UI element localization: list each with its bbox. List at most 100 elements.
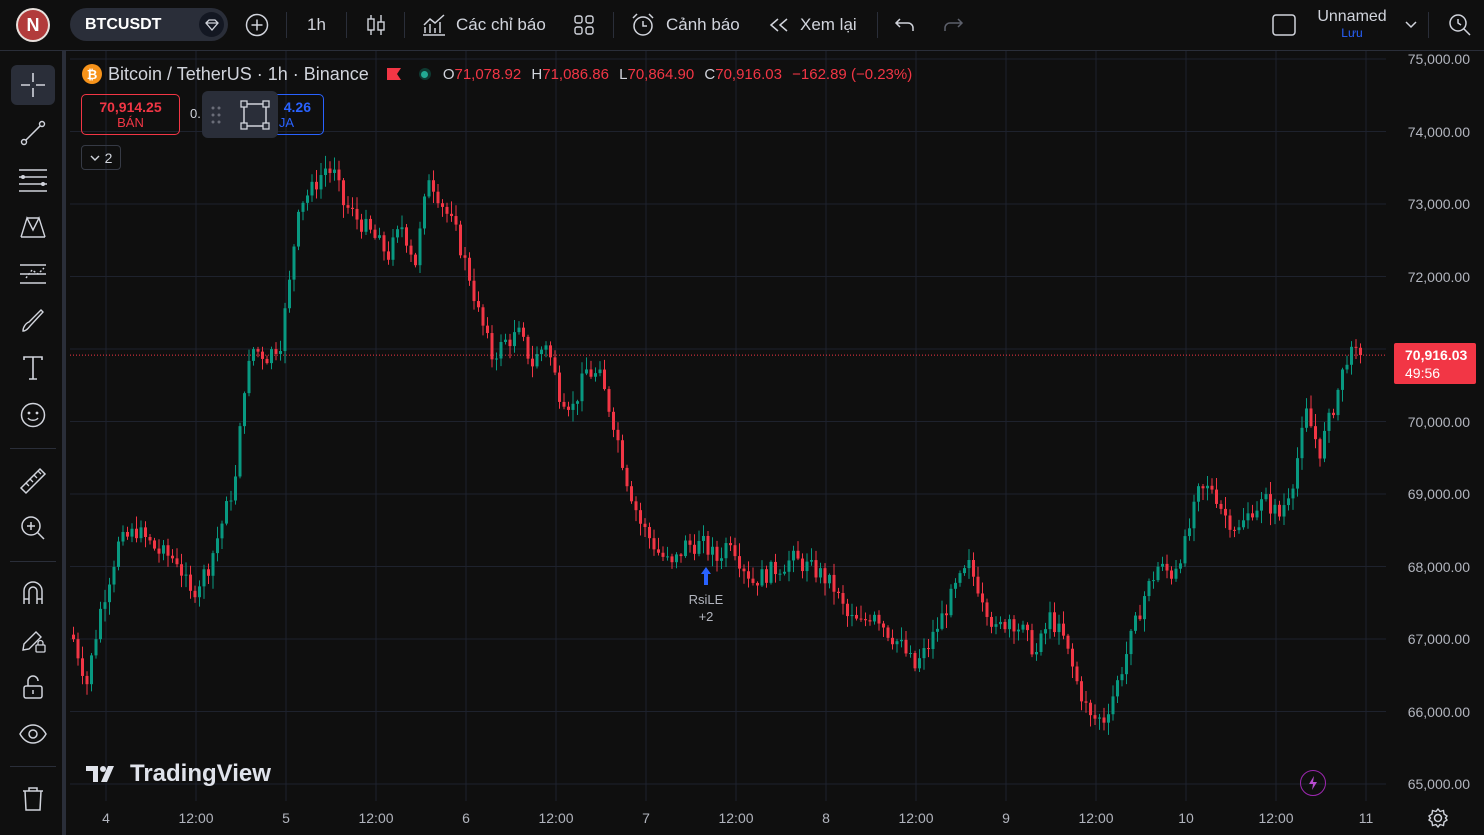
emoji-tool[interactable] <box>11 395 55 435</box>
strategy-marker[interactable]: RsiLE +2 <box>686 566 726 625</box>
toolbar-divider <box>613 12 614 38</box>
candle-body <box>1084 701 1088 703</box>
pattern-tool[interactable] <box>11 207 55 247</box>
flag-icon[interactable] <box>385 66 403 82</box>
candle-body <box>1147 581 1151 597</box>
lightning-icon[interactable] <box>1300 770 1326 796</box>
candle-body <box>1269 494 1272 514</box>
candle-body <box>706 535 710 555</box>
drawing-floating-toolbar[interactable] <box>202 91 278 138</box>
chart-type-button[interactable] <box>364 0 388 50</box>
crosshair-tool[interactable] <box>11 65 55 105</box>
lock-drawings-tool[interactable] <box>11 620 55 660</box>
candle-body <box>90 655 93 685</box>
candle-body <box>283 308 287 352</box>
lock-tool[interactable] <box>11 667 55 707</box>
chart-settings-button[interactable] <box>1426 806 1450 830</box>
candle-body <box>229 500 233 502</box>
candle-body <box>868 620 872 622</box>
candle-body <box>495 358 498 360</box>
candle-body <box>432 180 435 192</box>
square-icon <box>1272 14 1296 36</box>
candle-body <box>1206 485 1209 489</box>
ruler-tool[interactable] <box>11 461 55 501</box>
trendline-tool[interactable] <box>11 113 55 153</box>
candle-body <box>1224 508 1227 516</box>
candle-body <box>99 608 102 640</box>
symbol-title[interactable]: Bitcoin / TetherUS · 1h · Binance <box>108 63 369 84</box>
candle-body <box>157 548 161 554</box>
zoom-tool[interactable] <box>11 508 55 548</box>
price-chart[interactable] <box>70 51 1386 801</box>
undo-button[interactable] <box>894 0 916 50</box>
candle-body <box>1287 498 1290 506</box>
interval-button[interactable]: 1h <box>307 0 326 50</box>
candle-body <box>1188 528 1191 537</box>
candle-body <box>1030 630 1034 655</box>
layout-name-button[interactable]: Unnamed Lưu <box>1307 8 1397 42</box>
price-tick-label: 66,000.00 <box>1407 703 1470 720</box>
indicators-button[interactable]: Các chỉ báo <box>421 0 546 50</box>
fib-tool[interactable] <box>11 160 55 200</box>
diamond-icon[interactable] <box>199 12 224 37</box>
candle-body <box>1039 633 1043 653</box>
candle-body <box>175 558 179 565</box>
candle-body <box>220 523 224 539</box>
tradingview-watermark[interactable]: TradingView <box>84 760 271 788</box>
candle-body <box>301 202 305 212</box>
delete-drawings-tool[interactable] <box>11 779 55 819</box>
replay-button[interactable]: Xem lại <box>768 0 857 50</box>
layout-menu-button[interactable] <box>1404 0 1418 50</box>
brush-tool[interactable] <box>11 301 55 341</box>
chevron-down-icon <box>1405 21 1417 29</box>
time-axis[interactable]: 4 12:00 5 12:00 6 12:00 7 12:00 8 12:00 9 12:00 10 12… <box>70 801 1386 835</box>
search-clock-icon <box>1449 14 1471 36</box>
text-tool[interactable] <box>11 348 55 388</box>
symbol-search-button[interactable]: BTCUSDT <box>70 8 228 41</box>
templates-button[interactable] <box>573 0 595 50</box>
indicators-collapse-button[interactable]: 2 <box>81 145 121 170</box>
sell-price: 70,914.25 <box>99 99 162 115</box>
candle-body <box>594 373 597 377</box>
redo-button[interactable] <box>942 0 964 50</box>
rectangle-select-icon[interactable] <box>240 100 270 130</box>
candle-body <box>1089 702 1092 716</box>
candle-body <box>333 169 336 173</box>
magnet-tool[interactable] <box>11 573 55 613</box>
user-avatar[interactable]: N <box>16 8 50 42</box>
projection-tool[interactable] <box>11 254 55 294</box>
candle-body <box>1152 580 1155 582</box>
candle-body <box>1215 489 1218 504</box>
candle-body <box>612 411 615 430</box>
candle-body <box>589 369 593 377</box>
visibility-tool[interactable] <box>11 714 55 754</box>
toolbar-divider <box>404 12 405 38</box>
drag-handle-icon[interactable] <box>209 105 223 125</box>
alert-button[interactable]: Cảnh báo <box>630 0 740 50</box>
candle-body <box>994 624 998 627</box>
candle-body <box>846 603 849 617</box>
candle-body <box>1080 681 1083 702</box>
price-axis[interactable]: 75,000.0074,000.0073,000.0072,000.0071,0… <box>1386 51 1484 835</box>
candle-body <box>274 349 278 354</box>
marker-count: +2 <box>698 609 714 624</box>
sell-button[interactable]: 70,914.25 BÁN <box>81 94 180 135</box>
candle-body <box>1201 486 1205 489</box>
candle-body <box>1246 513 1250 521</box>
candle-body <box>639 510 642 524</box>
add-symbol-button[interactable] <box>244 0 270 50</box>
candle-body <box>1359 347 1362 356</box>
time-tick-label: 9 <box>1002 810 1010 826</box>
candle-body <box>72 634 75 640</box>
candle-body <box>108 584 111 603</box>
candle-body <box>715 546 719 561</box>
layout-toggle-button[interactable] <box>1271 0 1297 50</box>
magnet-icon <box>23 581 43 604</box>
candle-body <box>193 590 197 598</box>
candle-body <box>414 254 417 266</box>
candle-body <box>166 545 170 556</box>
candle-body <box>288 279 291 309</box>
price-tick-label: 75,000.00 <box>1407 51 1470 67</box>
xabcd-pattern-icon <box>20 216 46 238</box>
quick-search-button[interactable] <box>1447 0 1473 50</box>
